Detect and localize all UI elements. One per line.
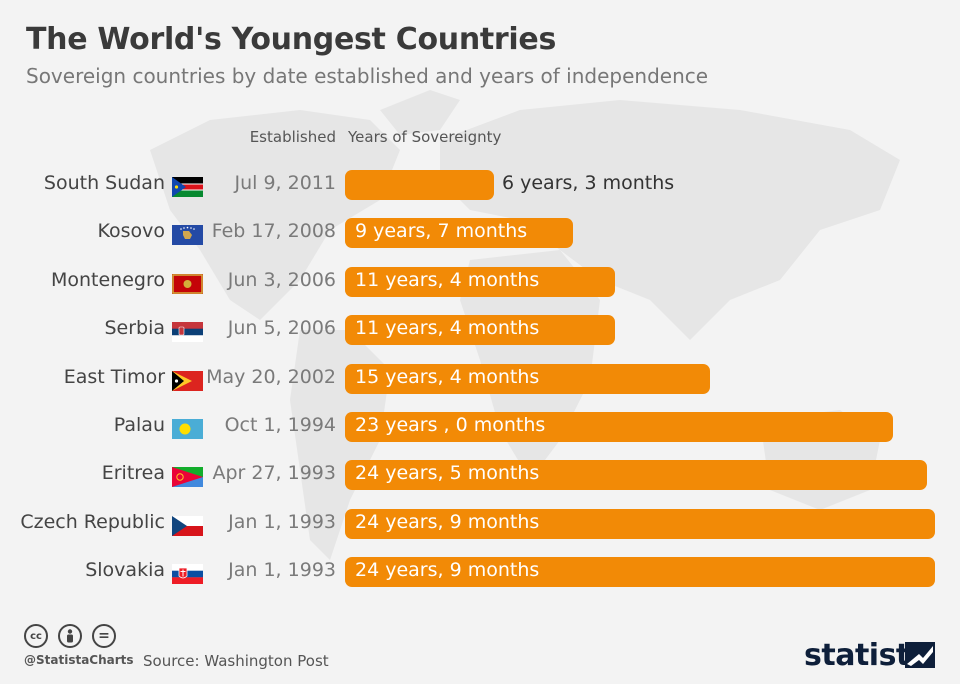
- bar-value-label: 24 years, 5 months: [355, 462, 540, 485]
- country-label: Czech Republic: [20, 510, 165, 533]
- statista-logo-icon: [905, 642, 935, 668]
- slovakia-flag: [172, 564, 203, 585]
- bar-row: Palau Oct 1, 1994 23 years , 0 months: [0, 410, 960, 442]
- bar-value-label: 11 years, 4 months: [355, 317, 540, 340]
- established-date: Jan 1, 1993: [228, 559, 336, 582]
- nd-icon: =: [92, 624, 116, 648]
- established-date: Jun 5, 2006: [227, 317, 336, 340]
- chart-title: The World's Youngest Countries: [26, 22, 557, 57]
- bar-value-label: 15 years, 4 months: [355, 365, 540, 388]
- country-label: Slovakia: [85, 559, 165, 582]
- country-label: Eritrea: [101, 462, 165, 485]
- bar: [345, 557, 935, 588]
- bar: [345, 460, 927, 491]
- bar-value-label: 11 years, 4 months: [355, 268, 540, 291]
- country-label: South Sudan: [43, 172, 165, 194]
- established-date: Feb 17, 2008: [211, 220, 336, 243]
- serbia-flag: [172, 322, 203, 343]
- by-icon: [58, 624, 82, 648]
- country-label: Serbia: [104, 317, 165, 340]
- bar-value-label: 6 years, 3 months: [502, 172, 675, 194]
- bar-row: Serbia Jun 5, 2006 11 years, 4 months: [0, 313, 960, 346]
- person-icon: [67, 629, 73, 643]
- bar: [345, 315, 615, 346]
- years-column-header: Years of Sovereignty: [348, 128, 502, 146]
- czech-republic-flag: [172, 515, 203, 536]
- bar-row: Kosovo Feb 17, 2008 9 years, 7 months: [0, 216, 960, 249]
- country-label: Palau: [113, 414, 165, 436]
- twitter-handle: @StatistaCharts: [24, 653, 134, 667]
- palau-flag: [172, 419, 203, 439]
- bar: [345, 363, 710, 394]
- established-date: Jun 3, 2006: [227, 268, 336, 291]
- country-label: Kosovo: [97, 220, 165, 243]
- established-date: Oct 1, 1994: [224, 414, 336, 436]
- bar-row: Slovakia Jan 1, 1993 24 years, 9 months: [0, 555, 960, 588]
- country-label: Montenegro: [50, 268, 165, 291]
- bar-value-label: 24 years, 9 months: [355, 559, 540, 582]
- montenegro-flag: [172, 273, 203, 294]
- established-date: Jul 9, 2011: [234, 172, 337, 194]
- east-timor-flag: [172, 370, 203, 391]
- bar-value-label: 24 years, 9 months: [355, 510, 540, 533]
- bar: [345, 412, 893, 442]
- established-date: Jan 1, 1993: [228, 510, 336, 533]
- bar-row: Czech Republic Jan 1, 1993 24 years, 9 mon…: [0, 507, 960, 539]
- eritrea-flag: [172, 467, 203, 488]
- chart-subtitle: Sovereign countries by date established …: [26, 64, 709, 88]
- bar-value-label: 23 years , 0 months: [355, 414, 546, 436]
- south-sudan-flag: [172, 177, 203, 197]
- source-note: Source: Washington Post: [143, 652, 329, 670]
- bar: [345, 508, 935, 539]
- bar-row: East Timor May 20, 2002 15 years, 4 months: [0, 362, 960, 394]
- bar-value-label: 9 years, 7 months: [355, 220, 528, 243]
- bar: [345, 170, 494, 200]
- bar-row: Montenegro Jun 3, 2006 11 years, 4 months: [0, 265, 960, 297]
- established-date: May 20, 2002: [206, 365, 336, 388]
- cc-icon: cc: [24, 624, 48, 648]
- established-column-header: Established: [249, 128, 336, 146]
- bar-row: Eritrea Apr 27, 1993 24 years, 5 months: [0, 458, 960, 491]
- bar: [345, 266, 615, 297]
- kosovo-flag: [172, 225, 203, 246]
- country-label: East Timor: [63, 365, 165, 388]
- established-date: Apr 27, 1993: [212, 462, 336, 485]
- bar-row: South Sudan Jul 9, 2011 6 years, 3 months: [0, 168, 960, 200]
- bar: [345, 218, 573, 249]
